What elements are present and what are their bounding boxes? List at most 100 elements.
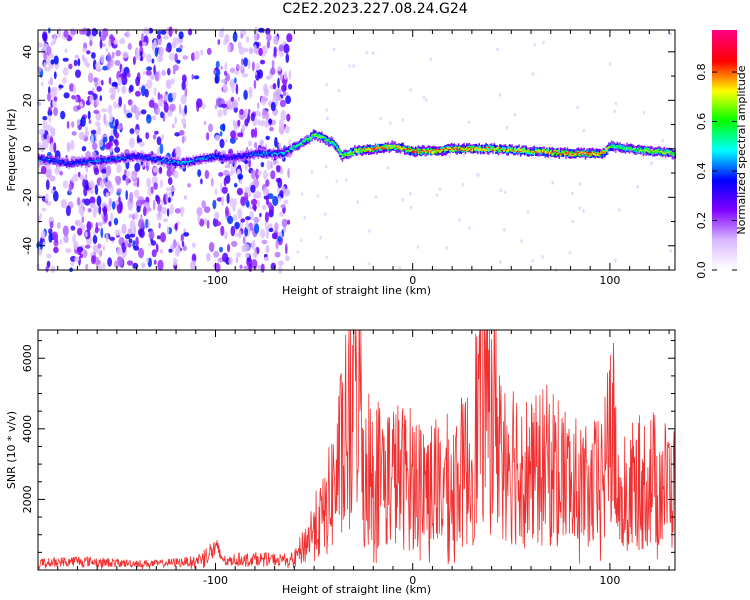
noise-speckle — [89, 196, 96, 205]
ridge-cell — [140, 154, 142, 156]
ridge-cell — [379, 146, 381, 147]
noise-speckle — [303, 215, 307, 220]
ridge-cell — [467, 148, 469, 151]
noise-speckle — [248, 158, 252, 168]
ridge-cell — [442, 149, 445, 151]
ridge-cell — [344, 154, 347, 156]
noise-speckle — [163, 102, 169, 113]
ridge-cell — [94, 160, 97, 165]
noise-speckle — [300, 192, 304, 196]
noise-speckle — [222, 106, 227, 116]
noise-speckle — [43, 61, 47, 70]
ridge-cell — [587, 152, 589, 155]
noise-speckle — [138, 111, 142, 116]
noise-speckle — [234, 70, 240, 75]
ridge-cell — [265, 154, 268, 155]
ridge-cell — [196, 159, 199, 161]
ridge-cell — [199, 158, 202, 161]
ridge-cell — [73, 162, 76, 165]
noise-speckle — [235, 83, 239, 95]
noise-speckle — [215, 60, 220, 69]
ridge-cell — [223, 156, 225, 163]
ridge-cell — [178, 162, 181, 164]
ridge-cell — [489, 149, 491, 151]
ridge-cell — [58, 159, 61, 162]
ridge-cell — [548, 151, 551, 153]
ridge-cell — [496, 147, 498, 150]
noise-speckle — [171, 92, 177, 99]
noise-speckle — [37, 42, 43, 48]
noise-speckle — [79, 174, 85, 181]
ridge-cell — [379, 146, 381, 151]
ridge-cell — [543, 149, 545, 152]
noise-speckle — [62, 77, 67, 84]
noise-speckle — [242, 47, 249, 53]
ridge-cell — [333, 142, 335, 145]
ridge-cell — [308, 137, 311, 140]
ridge-cell — [350, 149, 352, 154]
noise-speckle — [240, 33, 244, 39]
noise-speckle — [237, 119, 241, 127]
noise-speckle — [129, 128, 135, 135]
noise-speckle — [218, 172, 224, 177]
noise-speckle — [72, 84, 76, 94]
noise-speckle — [365, 50, 369, 55]
ridge-cell — [615, 146, 617, 149]
ridge-cell — [568, 154, 570, 156]
noise-speckle — [87, 208, 92, 213]
ridge-cell — [314, 130, 316, 137]
noise-speckle — [62, 57, 69, 62]
ridge-cell — [659, 151, 661, 154]
ridge-cell — [69, 162, 72, 163]
ridge-cell — [97, 161, 99, 163]
noise-speckle — [262, 187, 268, 197]
ridge-cell — [232, 155, 235, 158]
ridge-cell — [394, 146, 396, 151]
ridge-cell — [659, 150, 661, 152]
ridge-cell — [57, 159, 59, 161]
noise-speckle — [180, 233, 184, 242]
noise-speckle — [245, 252, 250, 258]
ridge-cell — [612, 143, 614, 148]
noise-speckle — [63, 30, 69, 38]
noise-speckle — [225, 138, 228, 143]
noise-speckle — [156, 235, 161, 240]
ridge-cell — [147, 156, 149, 161]
noise-speckle — [279, 211, 284, 217]
noise-speckle — [288, 83, 293, 90]
ridge-cell — [51, 157, 54, 162]
noise-speckle — [409, 191, 412, 196]
ridge-cell — [644, 147, 646, 152]
ridge-cell — [166, 159, 168, 162]
noise-speckle — [258, 47, 263, 57]
ridge-cell — [129, 155, 131, 157]
noise-speckle — [244, 186, 251, 194]
noise-speckle — [91, 255, 96, 265]
colorbar-cell — [712, 254, 737, 257]
noise-speckle — [76, 119, 81, 126]
ridge-cell — [297, 143, 300, 150]
noise-speckle — [72, 173, 79, 182]
noise-speckle — [111, 81, 118, 88]
ridge-cell — [183, 162, 185, 166]
noise-speckle — [279, 99, 286, 108]
colorbar-cell — [712, 158, 737, 161]
ridge-cell — [239, 155, 242, 158]
ridge-cell — [82, 158, 84, 163]
noise-speckle — [94, 121, 101, 127]
ridge-cell — [633, 148, 635, 150]
ridge-cell — [621, 145, 624, 150]
ridge-cell — [343, 153, 345, 156]
noise-speckle — [154, 130, 159, 135]
noise-speckle — [159, 143, 164, 155]
colorbar-cell — [712, 98, 737, 101]
colorbar-cell — [712, 74, 737, 77]
colorbar-cell — [712, 108, 737, 111]
colorbar-cell — [712, 230, 737, 233]
ridge-cell — [275, 153, 277, 155]
ridge-cell — [352, 151, 355, 153]
noise-speckle — [156, 136, 162, 146]
ridge-cell — [441, 149, 443, 152]
ridge-cell — [381, 147, 384, 150]
